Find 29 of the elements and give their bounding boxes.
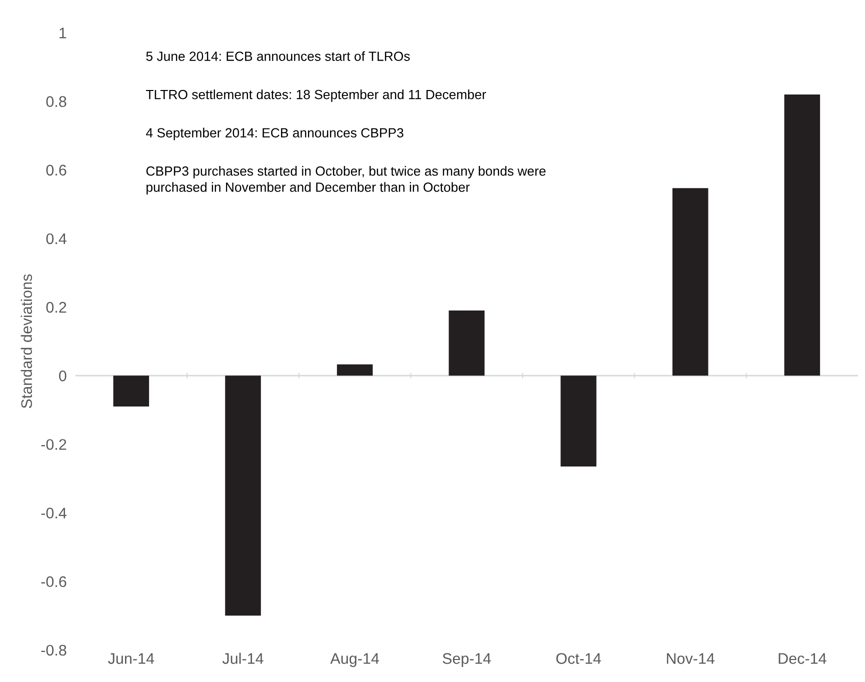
y-tick-label: 1	[60, 28, 66, 38]
bar	[225, 376, 261, 616]
x-tick-label: Nov-14	[666, 653, 715, 664]
x-tick-label: Jul-14	[222, 652, 264, 664]
y-tick-label: -0.2	[41, 439, 66, 450]
annotation: 4 September 2014: ECB announces CBPP3	[146, 128, 404, 140]
x-tick-label: Aug-14	[330, 653, 380, 667]
annotation: TLTRO settlement dates: 18 September and 11 December	[146, 90, 486, 102]
y-tick-label: 0	[59, 370, 66, 382]
annotation: 5 June 2014: ECB announces start of TLROs	[146, 51, 410, 61]
y-tick-label: 0.8	[46, 96, 66, 107]
annotation: CBPP3 purchases started in October, but twice as many bonds were purchased in November and December than in October	[146, 166, 546, 194]
bar	[448, 310, 485, 376]
y-tick-label: -0.6	[41, 576, 66, 588]
y-tick-label: 0.4	[46, 233, 66, 244]
bar	[113, 376, 150, 406]
x-tick-label: Sep-14	[442, 653, 491, 667]
x-tick-label: Dec-14	[778, 653, 826, 664]
bar	[784, 94, 820, 376]
y-tick-label: 0.6	[46, 164, 66, 176]
y-tick-label: 0.2	[46, 302, 66, 313]
x-tick-label: Oct-14	[556, 653, 601, 664]
bar	[672, 188, 708, 376]
x-tick-label: Jun-14	[108, 653, 154, 664]
y-tick-label: -0.4	[41, 508, 66, 518]
y-tick-label: -0.8	[41, 644, 66, 656]
y-axis-title: Standard deviations	[20, 274, 32, 408]
bar	[336, 364, 373, 376]
bar	[560, 376, 596, 466]
